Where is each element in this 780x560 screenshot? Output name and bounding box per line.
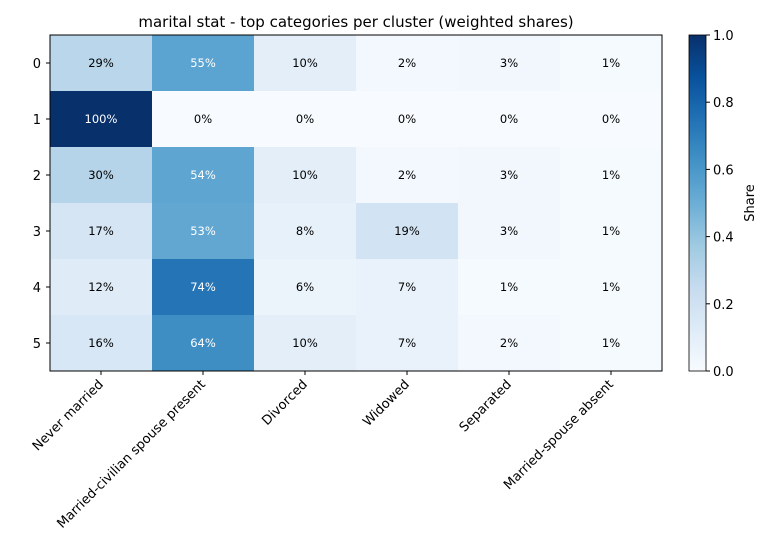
cell-value-label: 0%	[194, 112, 212, 126]
colorbar-ticks: 0.0 0.2 0.4 0.6 0.8 1.0	[706, 29, 734, 380]
cell-value-label: 19%	[394, 224, 420, 238]
cell-value-label: 10%	[292, 56, 318, 70]
heatmap-cell	[458, 147, 561, 204]
cell-value-label: 1%	[602, 224, 620, 238]
colorbar-gradient	[688, 34, 707, 372]
heatmap-cell	[356, 35, 459, 92]
heatmap-cell	[560, 35, 663, 92]
cell-value-label: 3%	[500, 224, 518, 238]
colorbar-tick-label: 0.4	[713, 231, 734, 246]
cell-value-label: 2%	[398, 168, 416, 182]
cell-value-label: 0%	[602, 112, 620, 126]
heatmap-cell	[50, 35, 153, 92]
x-tick-label: Never married	[30, 377, 107, 454]
plot-frame	[49, 34, 663, 372]
y-axis: 0 1 2 3 4 5	[33, 57, 50, 352]
heatmap-cell	[152, 315, 255, 372]
heatmap-cell	[152, 259, 255, 316]
cell-value-label: 17%	[88, 224, 114, 238]
cell-value-label: 100%	[85, 112, 118, 126]
heatmap-cell	[152, 147, 255, 204]
heatmap-cell	[254, 259, 357, 316]
heatmap-cell	[152, 35, 255, 92]
chart-title: marital stat - top categories per cluste…	[138, 13, 573, 31]
heatmap-cell	[458, 259, 561, 316]
x-tick-label: Married-spouse absent	[501, 377, 617, 493]
cell-value-label: 2%	[500, 336, 518, 350]
cell-value-label: 7%	[398, 336, 416, 350]
cell-value-label: 3%	[500, 168, 518, 182]
heatmap-cell	[458, 203, 561, 260]
cell-value-label: 10%	[292, 168, 318, 182]
heatmap-cell	[356, 147, 459, 204]
cell-value-label: 1%	[602, 280, 620, 294]
cell-value-label: 30%	[88, 168, 114, 182]
cell-value-label: 3%	[500, 56, 518, 70]
x-tick-label: Widowed	[360, 377, 413, 430]
heatmap-cell	[254, 91, 357, 148]
heatmap-cell	[254, 147, 357, 204]
cell-value-label: 7%	[398, 280, 416, 294]
heatmap-cell	[50, 259, 153, 316]
cell-value-label: 0%	[398, 112, 416, 126]
y-tick-label: 2	[33, 169, 41, 184]
heatmap-cell	[560, 315, 663, 372]
heatmap-cell	[356, 203, 459, 260]
heatmap-cell	[458, 91, 561, 148]
cell-value-label: 0%	[296, 112, 314, 126]
heatmap-cell	[254, 35, 357, 92]
heatmap-cell	[560, 91, 663, 148]
cell-value-label: 12%	[88, 280, 114, 294]
heatmap-cell	[356, 91, 459, 148]
cell-value-label: 1%	[500, 280, 518, 294]
x-tick-label: Separated	[457, 377, 515, 435]
heatmap-cells: 29% 55% 10% 2% 3% 1% 100% 0% 0% 0% 0% 0% 30% 54% 10% 2%…	[50, 35, 663, 372]
cell-value-label: 64%	[190, 336, 216, 350]
colorbar-tick-label: 0.2	[713, 298, 734, 313]
colorbar-tick-label: 0.0	[713, 365, 734, 380]
heatmap-cell	[254, 315, 357, 372]
y-tick-label: 3	[33, 225, 41, 240]
cell-value-label: 8%	[296, 224, 314, 238]
colorbar-label: Share	[743, 184, 758, 222]
heatmap-cell	[356, 315, 459, 372]
cell-value-label: 10%	[292, 336, 318, 350]
cell-value-label: 0%	[500, 112, 518, 126]
heatmap-cell	[356, 259, 459, 316]
heatmap-cell	[50, 147, 153, 204]
y-tick-label: 1	[33, 113, 41, 128]
cell-value-label: 6%	[296, 280, 314, 294]
heatmap-cell	[254, 203, 357, 260]
heatmap-cell	[560, 203, 663, 260]
cell-value-label: 55%	[190, 56, 216, 70]
y-tick-label: 0	[33, 57, 41, 72]
heatmap-cell	[560, 259, 663, 316]
colorbar-tick-label: 0.6	[713, 163, 734, 178]
heatmap-cell	[50, 91, 153, 148]
cell-value-label: 1%	[602, 336, 620, 350]
heatmap-cell	[152, 203, 255, 260]
cell-value-label: 16%	[88, 336, 114, 350]
cell-value-label: 74%	[190, 280, 216, 294]
heatmap-cell	[50, 315, 153, 372]
cell-value-label: 54%	[190, 168, 216, 182]
y-tick-label: 4	[33, 281, 41, 296]
colorbar-tick-label: 0.8	[713, 96, 734, 111]
cell-value-label: 53%	[190, 224, 216, 238]
cell-value-label: 1%	[602, 56, 620, 70]
y-tick-label: 5	[33, 337, 41, 352]
heatmap-cell	[458, 315, 561, 372]
cell-value-label: 2%	[398, 56, 416, 70]
heatmap-cell	[152, 91, 255, 148]
x-tick-label: Divorced	[259, 377, 310, 428]
colorbar-tick-label: 1.0	[713, 29, 734, 44]
heatmap-cell	[458, 35, 561, 92]
cell-value-label: 29%	[88, 56, 114, 70]
colorbar: 0.0 0.2 0.4 0.6 0.8 1.0 Share	[688, 29, 758, 380]
cell-value-label: 1%	[602, 168, 620, 182]
heatmap-cell	[50, 203, 153, 260]
heatmap-cell	[560, 147, 663, 204]
